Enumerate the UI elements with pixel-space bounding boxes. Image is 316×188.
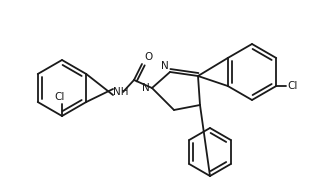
- Text: O: O: [144, 52, 152, 62]
- Text: Cl: Cl: [55, 92, 65, 102]
- Text: N: N: [142, 83, 150, 93]
- Text: N: N: [161, 61, 169, 71]
- Text: Cl: Cl: [287, 81, 298, 91]
- Text: NH: NH: [113, 87, 129, 97]
